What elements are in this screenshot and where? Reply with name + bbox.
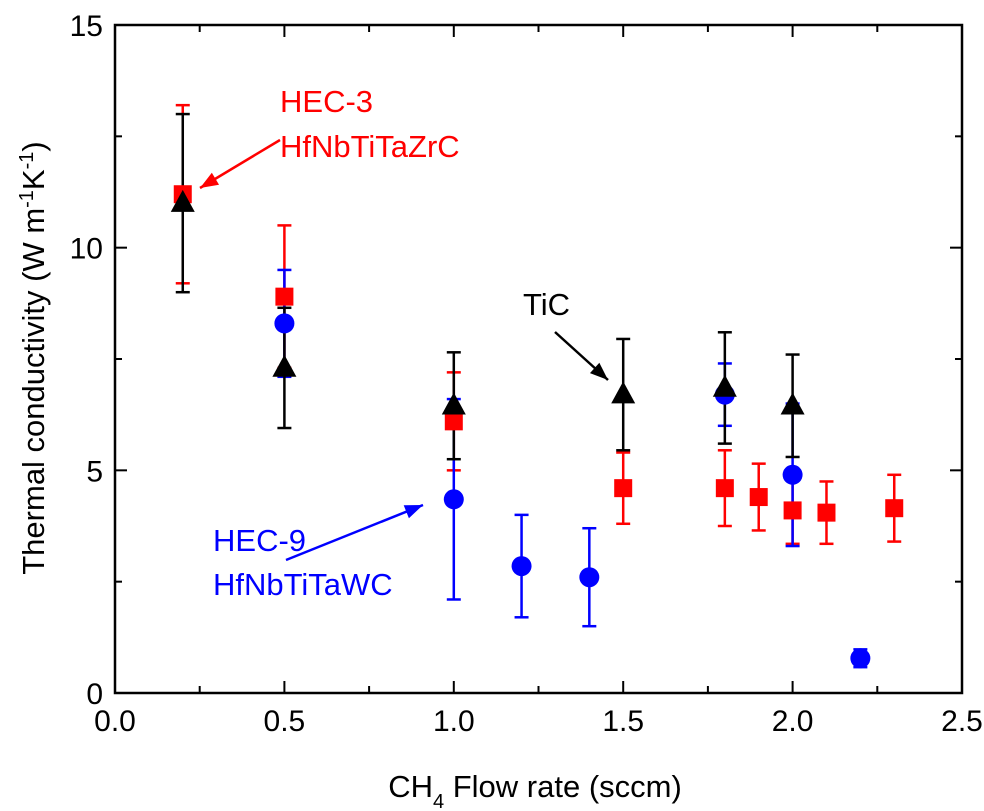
x-tick-label: 2.5 bbox=[941, 705, 983, 738]
data-point-circle bbox=[511, 556, 532, 577]
data-point-triangle bbox=[712, 374, 737, 397]
data-point-square bbox=[817, 503, 836, 522]
data-point-triangle bbox=[272, 354, 297, 377]
data-point-triangle bbox=[441, 392, 466, 415]
x-tick-label: 1.0 bbox=[433, 705, 475, 738]
annotation-hec9-text: HEC-9 bbox=[213, 523, 306, 558]
x-tick-label: 2.0 bbox=[772, 705, 814, 738]
data-point-square bbox=[444, 412, 463, 431]
data-point-circle bbox=[850, 648, 871, 669]
annotation-hec3-arrow-head bbox=[200, 172, 220, 188]
x-tick-label: 1.5 bbox=[602, 705, 644, 738]
data-point-circle bbox=[782, 464, 803, 485]
data-point-square bbox=[885, 499, 904, 518]
annotation-hec9-arrow-line bbox=[285, 503, 424, 562]
data-point-square bbox=[275, 287, 294, 306]
data-point-circle bbox=[443, 489, 464, 510]
annotation-hec3-text: HfNbTiTaZrC bbox=[280, 129, 460, 164]
y-tick-label: 5 bbox=[86, 455, 103, 488]
data-point-square bbox=[783, 501, 802, 520]
data-point-square bbox=[614, 479, 633, 498]
data-point-circle bbox=[274, 313, 295, 334]
annotation-hec9-arrow-head bbox=[403, 505, 423, 519]
y-tick-label: 15 bbox=[70, 10, 103, 43]
y-tick-label: 10 bbox=[70, 233, 103, 266]
data-point-triangle bbox=[170, 189, 195, 212]
data-point-square bbox=[749, 488, 768, 507]
y-axis-label: Thermal conductivity (W m-1K-1) bbox=[16, 141, 51, 575]
x-axis-label: CH4 Flow rate (sccm) bbox=[388, 769, 682, 811]
data-point-triangle bbox=[780, 392, 805, 415]
annotation-hec3-text: HEC-3 bbox=[280, 84, 373, 119]
data-point-square bbox=[715, 479, 734, 498]
annotation-hec9-text: HfNbTiTaWC bbox=[213, 567, 393, 602]
x-tick-label: 0.5 bbox=[264, 705, 306, 738]
annotation-tic-arrow-head bbox=[589, 362, 608, 380]
x-tick-label: 0.0 bbox=[94, 705, 136, 738]
y-tick-label: 0 bbox=[86, 678, 103, 711]
data-point-circle bbox=[579, 567, 600, 588]
data-point-triangle bbox=[611, 381, 636, 404]
annotation-tic-text: TiC bbox=[523, 287, 570, 322]
